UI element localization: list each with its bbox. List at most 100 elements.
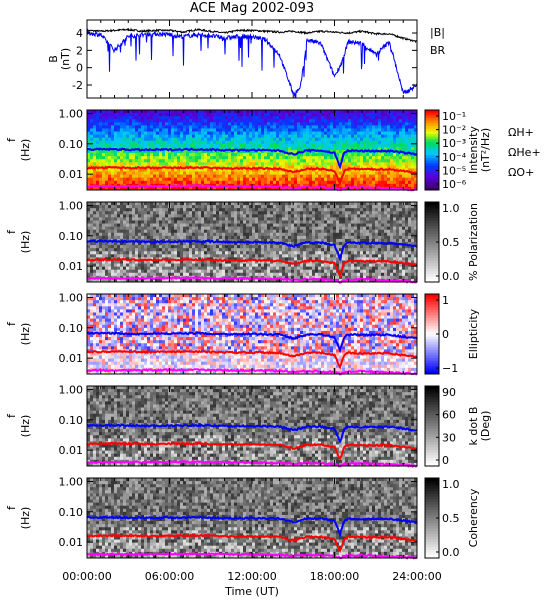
spectrogram-cell — [183, 159, 187, 163]
spectrogram-cell — [156, 128, 160, 132]
spectrogram-cell — [216, 217, 220, 221]
spectrogram-cell — [318, 156, 322, 160]
spectrogram-cell — [123, 119, 127, 123]
spectrogram-cell — [90, 119, 94, 123]
spectrogram-cell — [381, 140, 385, 145]
spectrogram-cell — [402, 174, 406, 179]
spectrogram-cell — [195, 272, 199, 277]
spectrogram-cell — [279, 214, 283, 218]
spectrogram-cell — [195, 159, 199, 163]
spectrogram-cell — [294, 205, 298, 209]
spectrogram-cell — [240, 150, 244, 154]
spectrogram-cell — [318, 153, 322, 157]
spectrogram-cell — [414, 168, 418, 172]
spectrogram-cell — [315, 125, 319, 129]
spectrogram-cell — [309, 202, 313, 206]
spectrogram-cell — [129, 278, 133, 283]
spectrogram-cell — [129, 217, 133, 221]
spectrogram-cell — [315, 177, 319, 182]
spectrogram-cell — [204, 263, 208, 268]
spectrogram-cell — [228, 269, 232, 274]
spectrogram-cell — [333, 134, 337, 139]
spectrogram-cell — [345, 177, 349, 182]
spectrogram-cell — [333, 162, 337, 166]
spectrogram-cell — [267, 272, 271, 277]
spectrogram-cell — [93, 260, 97, 264]
spectrogram-cell — [213, 119, 217, 123]
spectrogram-cell — [264, 150, 268, 154]
spectrogram-cell — [150, 113, 154, 117]
spectrogram-cell — [228, 220, 232, 224]
spectrogram-cell — [294, 119, 298, 123]
spectrogram-cell — [120, 177, 124, 182]
spectrogram-cell — [114, 156, 118, 160]
spectrogram-cell — [294, 180, 298, 185]
spectrogram-cell — [96, 116, 100, 120]
spectrogram-cell — [387, 183, 391, 188]
spectrogram-cell — [159, 226, 163, 231]
spectrogram-cell — [183, 165, 187, 169]
spectrogram-cell — [327, 174, 331, 179]
spectrogram-cell — [303, 137, 307, 142]
spectrogram-cell — [399, 122, 403, 126]
spectrogram-cell — [231, 251, 235, 255]
spectrogram-cell — [171, 174, 175, 179]
spectrogram-cell — [195, 140, 199, 145]
spectrogram-cell — [225, 272, 229, 277]
colorbar-cell — [425, 150, 439, 154]
spectrogram-cell — [243, 119, 247, 123]
spectrogram-cell — [240, 235, 244, 240]
spectrogram-cell — [291, 180, 295, 185]
spectrogram-cell — [327, 159, 331, 163]
spectrogram-cell — [276, 150, 280, 154]
spectrogram-cell — [288, 116, 292, 120]
spectrogram-cell — [105, 159, 109, 163]
spectrogram-cell — [159, 263, 163, 268]
spectrogram-cell — [258, 251, 262, 255]
spectrogram-cell — [258, 171, 262, 176]
spectrogram-cell — [237, 113, 241, 117]
spectrogram-cell — [378, 180, 382, 185]
gyrofrequency-line-h — [86, 147, 418, 170]
spectrogram-cell — [102, 128, 106, 132]
spectrogram-cell — [99, 128, 103, 132]
spectrogram-cell — [96, 242, 100, 246]
spectrogram-cell — [150, 235, 154, 240]
spectrogram-cell — [162, 235, 166, 240]
spectrogram-cell — [240, 220, 244, 224]
spectrogram-cell — [285, 254, 289, 258]
colorbar-tick-label: 10⁻¹ — [442, 110, 466, 123]
spectrogram-cell — [195, 269, 199, 274]
spectrogram-cell — [297, 275, 301, 280]
spectrogram-cell — [180, 263, 184, 268]
spectrogram-cell — [216, 116, 220, 120]
spectrogram-cell — [390, 174, 394, 179]
spectrogram-cell — [153, 122, 157, 126]
spectrogram-cell — [186, 134, 190, 139]
spectrogram-cell — [216, 214, 220, 218]
spectrogram-cell — [405, 180, 409, 185]
spectrogram-cell — [243, 214, 247, 218]
spectrogram-cell — [186, 153, 190, 157]
spectrogram-cell — [105, 119, 109, 123]
spectrogram-cell — [306, 128, 310, 132]
spectrogram-cell — [366, 174, 370, 179]
spectrogram-cell — [123, 116, 127, 120]
spectrogram-cell — [156, 202, 160, 206]
spectrogram-cell — [414, 122, 418, 126]
spectrogram-cell — [87, 113, 91, 117]
spectrogram-cell — [342, 143, 346, 148]
spectrogram-cell — [354, 137, 358, 142]
spectrogram-cell — [255, 257, 259, 261]
spectrogram-cell — [207, 110, 211, 114]
spectrogram-cell — [258, 159, 262, 163]
spectrogram-cell — [342, 177, 346, 182]
spectrogram-cell — [213, 214, 217, 218]
spectrogram-cell — [285, 174, 289, 179]
spectrogram-cell — [276, 174, 280, 179]
spectrogram-cell — [300, 110, 304, 114]
spectrogram-cell — [297, 134, 301, 139]
spectrogram-cell — [177, 217, 181, 221]
spectrogram-cell — [360, 140, 364, 145]
spectrogram-cell — [219, 211, 223, 215]
